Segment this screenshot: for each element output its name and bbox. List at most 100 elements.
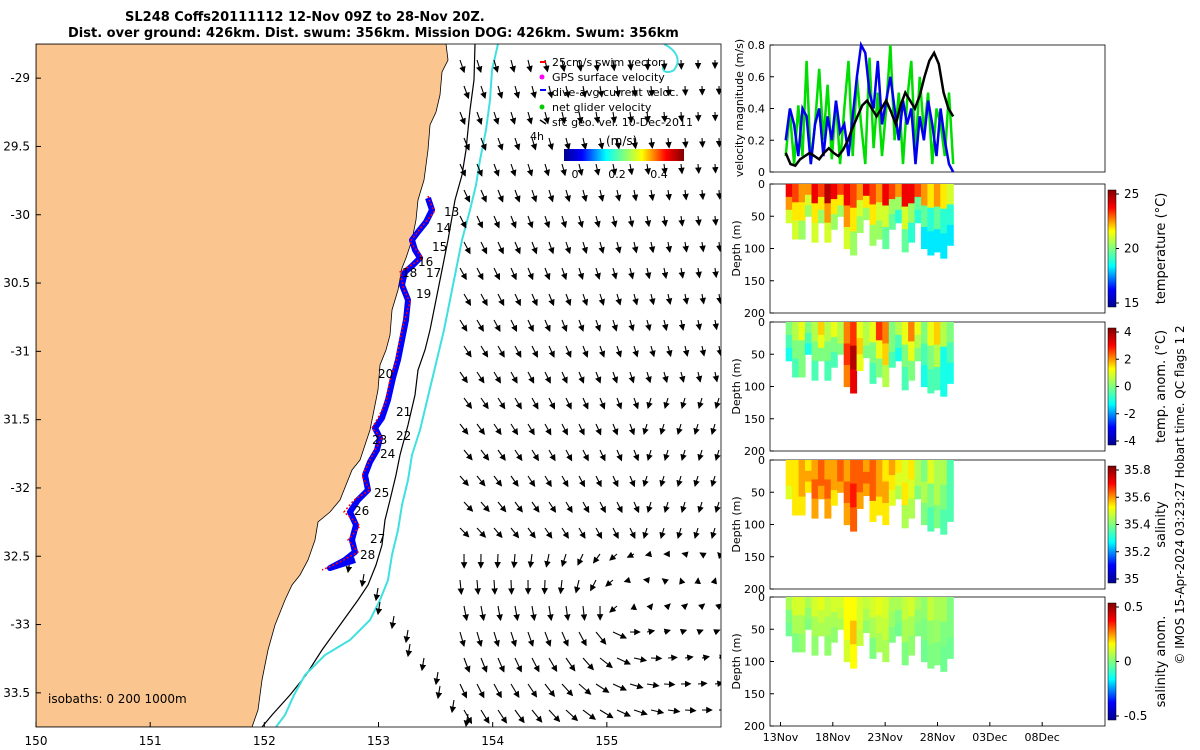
velocity-vector xyxy=(463,137,470,151)
velocity-vector xyxy=(527,475,536,488)
section-colorbar-tick-label: 20 xyxy=(1124,242,1139,256)
velocity-vector xyxy=(544,267,551,281)
section-cell xyxy=(863,345,870,358)
section-cell xyxy=(908,498,916,519)
section-cell xyxy=(921,322,928,345)
imos-credit: © IMOS 15-Apr-2024 03:23:27 Hobart time.… xyxy=(1173,325,1187,664)
velocity-vector xyxy=(599,501,606,514)
section-cell xyxy=(830,597,838,613)
velocity-vector xyxy=(646,449,653,462)
section-ytick-label: 200 xyxy=(744,720,765,733)
section-ytick-label: 200 xyxy=(744,445,765,458)
velocity-vector xyxy=(544,319,551,333)
velocity-vector xyxy=(678,371,686,383)
section-cell xyxy=(875,615,883,635)
section-cell xyxy=(908,184,916,204)
section-colorbar-tick-label: 4 xyxy=(1124,325,1132,339)
section-cell xyxy=(785,460,793,474)
section-cell xyxy=(895,196,903,211)
section-cell xyxy=(914,609,922,624)
map-xtick-label: 152 xyxy=(253,734,276,748)
velocity-vector xyxy=(476,267,484,281)
velocity-vector xyxy=(595,527,603,539)
velocity-vector xyxy=(627,59,634,71)
section-cell xyxy=(940,233,948,259)
section-colorbar xyxy=(1107,189,1117,308)
map-ytick-label: -33 xyxy=(10,618,30,632)
velocity-vector xyxy=(628,371,635,384)
velocity-vector xyxy=(659,527,666,540)
velocity-vector xyxy=(527,319,534,333)
section-salinity-anomaly: 0 50 100 150 200 Depth (m) 0.5 0 -0.5 salinity an… xyxy=(730,591,1169,733)
section-cell xyxy=(843,205,851,228)
velocity-vector xyxy=(564,189,571,203)
section-cell xyxy=(875,322,883,341)
velocity-vector xyxy=(595,683,610,693)
velocity-vector xyxy=(631,189,639,202)
section-cell xyxy=(830,199,838,215)
velocity-vector xyxy=(644,111,651,123)
velocity-vector xyxy=(497,241,504,255)
track-day-label: 26 xyxy=(354,504,369,518)
velocity-vector xyxy=(577,553,584,566)
velocity-vector xyxy=(459,267,467,281)
section-colorbar-tick-label: 35 xyxy=(1124,572,1139,586)
track-day-label: 24 xyxy=(380,447,395,461)
section-cell xyxy=(933,367,941,391)
time-tick-label: 28Nov xyxy=(920,731,956,744)
velocity-vector xyxy=(581,241,588,255)
section-cell xyxy=(830,322,838,338)
velocity-vector xyxy=(480,345,489,358)
section-cell xyxy=(901,642,909,666)
velocity-vector xyxy=(433,671,441,686)
velocity-vector xyxy=(632,345,639,358)
section-cell xyxy=(863,471,870,485)
section-cell xyxy=(901,482,909,506)
velocity-vector xyxy=(605,579,614,587)
section-cell xyxy=(927,322,935,347)
section-cell xyxy=(856,460,864,477)
velocity-vector xyxy=(511,553,518,569)
section-cell xyxy=(805,470,812,483)
velocity-vector xyxy=(661,578,669,585)
section-cell xyxy=(856,322,864,339)
velocity-vector xyxy=(561,423,568,436)
velocity-vector xyxy=(510,215,517,229)
velocity-vector xyxy=(696,629,704,636)
velocity-vector xyxy=(565,657,576,672)
velocity-vector xyxy=(480,85,487,100)
section-cell xyxy=(817,334,825,349)
section-cell xyxy=(927,597,935,622)
velocity-vector xyxy=(565,345,572,358)
velocity-vector xyxy=(595,371,602,384)
section-ylabel: Depth (m) xyxy=(730,220,743,276)
velocity-vector xyxy=(560,215,567,229)
section-cell xyxy=(856,492,864,509)
velocity-series-black xyxy=(784,50,955,168)
velocity-vector xyxy=(497,189,504,203)
map-ytick-label: -29 xyxy=(10,71,30,85)
section-cell xyxy=(933,642,941,666)
velocity-vector xyxy=(666,345,673,358)
section-ylabel: Depth (m) xyxy=(730,358,743,414)
velocity-vector xyxy=(544,527,553,539)
isobaths-label: isobaths: 0 200 1000m xyxy=(48,692,187,706)
velocity-vector xyxy=(711,163,719,174)
section-cell xyxy=(792,597,800,616)
section-colorbar-tick-label: 2 xyxy=(1124,352,1132,366)
velocity-vector xyxy=(623,576,631,584)
velocity-vector xyxy=(513,137,521,151)
section-cell xyxy=(811,184,819,204)
velocity-vector xyxy=(548,293,555,307)
velocity-vector xyxy=(693,475,700,488)
velocity-vector xyxy=(716,293,721,305)
section-ytick-label: 150 xyxy=(744,551,765,564)
velocity-vector xyxy=(419,657,427,672)
glider-track-blue xyxy=(327,197,435,571)
time-tick-label: 18Nov xyxy=(815,731,851,744)
velocity-vector xyxy=(476,631,483,648)
velocity-vector xyxy=(611,267,618,280)
velocity-vector xyxy=(612,475,619,488)
velocity-vector xyxy=(659,475,666,488)
section-cell xyxy=(798,184,806,203)
